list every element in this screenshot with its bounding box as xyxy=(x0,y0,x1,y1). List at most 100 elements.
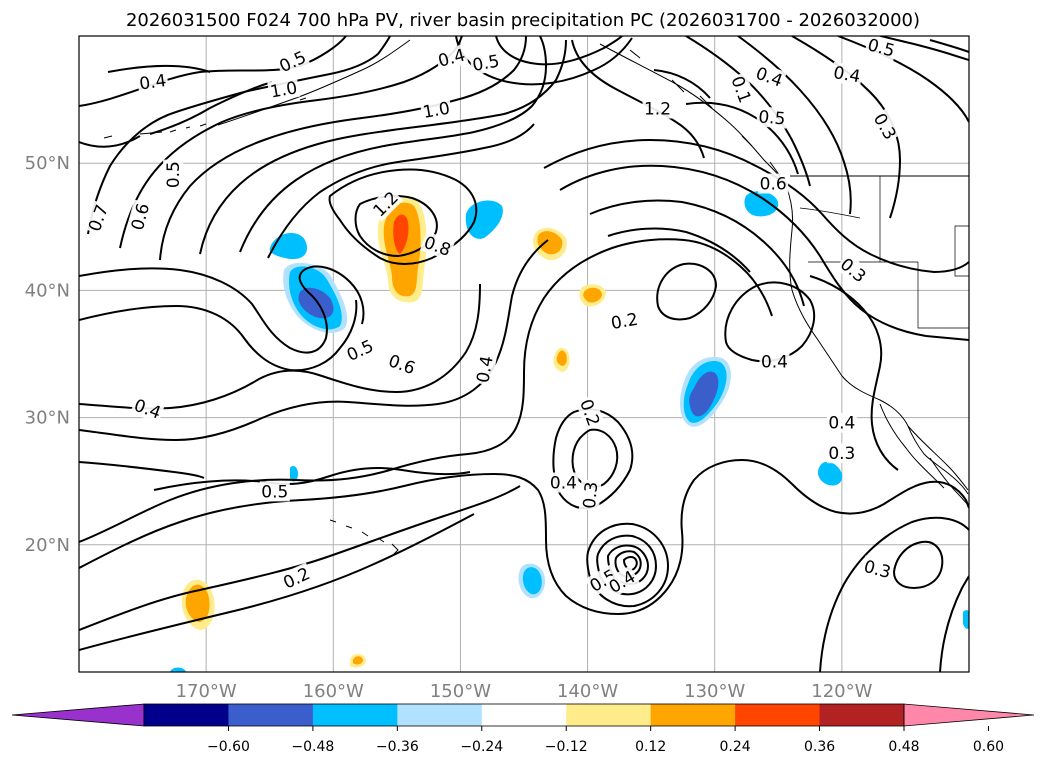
contour-line xyxy=(892,540,944,590)
contour-label-text: 0.4 xyxy=(832,63,862,87)
x-tick-label: 150°W xyxy=(430,681,491,702)
contour-line xyxy=(589,199,805,307)
colorbar-tick-label: −0.36 xyxy=(376,739,419,755)
colorbar-tick-label: −0.48 xyxy=(291,739,334,755)
neg-anomaly-patch xyxy=(963,610,969,629)
colorbar-tick-label: 0.60 xyxy=(973,739,1004,755)
contour-line xyxy=(809,275,899,471)
contour-label-bg xyxy=(603,565,640,598)
contour-label: 0.4 xyxy=(548,472,579,493)
colorbar-segment xyxy=(650,704,736,726)
neg-anomaly-patch xyxy=(465,200,503,239)
contour-label-bg xyxy=(575,394,605,431)
contour-label-bg xyxy=(274,46,311,77)
contour-line xyxy=(737,36,852,215)
contour-label: 0.3 xyxy=(578,479,602,512)
contour-label: 0.4 xyxy=(826,412,857,434)
contour-label: 0.1 xyxy=(726,71,756,107)
contour-line xyxy=(239,36,548,253)
contour-line xyxy=(79,36,347,107)
contour-label: 1.0 xyxy=(267,76,301,103)
contour-line xyxy=(685,36,811,187)
contour-label-bg xyxy=(434,44,469,72)
contour-label-text: 0.4 xyxy=(550,473,577,493)
axes: 170°W 160°W 150°W 140°W 130°W 120°W 20°N 30°N 40… xyxy=(25,153,873,702)
y-tick-label: 30°N xyxy=(25,408,70,429)
contour-line xyxy=(929,39,969,53)
contour-line xyxy=(656,262,718,321)
contour-label-bg xyxy=(864,36,899,61)
contour-label: 0.2 xyxy=(278,562,315,594)
contour-label: 0.2 xyxy=(575,394,605,431)
colorbar-segment xyxy=(312,704,398,726)
baja-california xyxy=(879,403,945,489)
pos-anomaly-patch xyxy=(556,350,567,366)
contour-label: 0.4 xyxy=(759,351,790,373)
contour-label: 0.4 xyxy=(751,62,787,92)
contour-label: 0.5 xyxy=(469,50,503,76)
gulf-of-california xyxy=(907,425,969,491)
contour-label-bg xyxy=(384,349,420,379)
contour-label-bg xyxy=(130,394,166,424)
contour-line xyxy=(79,239,549,442)
contour-label-text: 1.0 xyxy=(269,78,299,102)
x-tick-label: 170°W xyxy=(176,681,237,702)
contour-label-bg xyxy=(830,61,864,87)
contour-line xyxy=(79,238,773,543)
contour-label-text: 0.6 xyxy=(760,175,787,195)
contour-label-bg xyxy=(259,481,290,502)
neg-anomaly-patch xyxy=(170,667,186,672)
colorbar-tick-label: 0.48 xyxy=(888,739,919,755)
map-frame xyxy=(78,35,970,673)
contour-label-text: 0.2 xyxy=(610,310,640,334)
contour-label: 0.5 xyxy=(163,159,184,190)
contour-line xyxy=(79,458,969,616)
contour-label-bg xyxy=(83,200,113,236)
gridlines xyxy=(79,36,969,672)
colorbar-tick-label: 0.36 xyxy=(804,739,835,755)
y-tick-label: 20°N xyxy=(25,535,70,556)
coastlines xyxy=(103,39,969,557)
chart-title: 2026031500 F024 700 hPa PV, river basin … xyxy=(126,10,920,31)
contour-line xyxy=(328,168,478,265)
colorbar-segment xyxy=(481,704,567,726)
contour-line xyxy=(159,36,527,261)
x-tick-label: 130°W xyxy=(684,681,745,702)
contour-label-bg xyxy=(756,106,788,129)
contour-label-bg xyxy=(367,186,404,222)
contour-line xyxy=(79,299,358,372)
contour-label-bg xyxy=(163,159,184,190)
colorbar-extend-high xyxy=(903,703,1035,727)
contour-line xyxy=(939,575,969,672)
contour-label-bg xyxy=(759,351,790,372)
x-tick-label: 160°W xyxy=(303,681,364,702)
contour-label-bg xyxy=(726,71,756,107)
contour-label-bg xyxy=(419,97,453,123)
contour-label-bg xyxy=(267,76,301,102)
colorbar-segment xyxy=(819,704,905,726)
colorbar-extend-low xyxy=(11,703,145,727)
contour-label-text: 0.4 xyxy=(828,414,855,434)
contour-label-bg xyxy=(342,334,378,366)
contour-label-text: 0.3 xyxy=(580,481,602,510)
colorbar-tick-label: −0.60 xyxy=(207,739,250,755)
y-tick-label: 50°N xyxy=(25,153,70,174)
contour-label-text: 1.0 xyxy=(421,99,451,123)
alaska-panhandle-coast xyxy=(599,43,787,187)
neg-anomaly-patch xyxy=(298,287,334,319)
pos-anomaly-patch xyxy=(537,231,563,255)
colorbar-segment xyxy=(144,704,229,726)
contour-line xyxy=(119,36,463,249)
colorbar: −0.60 −0.48 −0.36 −0.24 −0.12 0.12 0.24 0.36 0.4… xyxy=(11,703,1035,755)
contour-line xyxy=(107,64,211,73)
hawaii-islands xyxy=(329,519,399,557)
y-tick-label: 40°N xyxy=(25,280,70,301)
contour-line xyxy=(79,485,521,631)
contour-line xyxy=(724,281,816,363)
neg-anomaly-patch xyxy=(689,371,719,417)
colorbar-segment xyxy=(735,704,821,726)
x-tick-label: 120°W xyxy=(811,681,872,702)
contour-label-text: 0.3 xyxy=(828,444,855,464)
contour-line xyxy=(653,69,711,99)
colorbar-tick-label: −0.24 xyxy=(460,739,503,755)
